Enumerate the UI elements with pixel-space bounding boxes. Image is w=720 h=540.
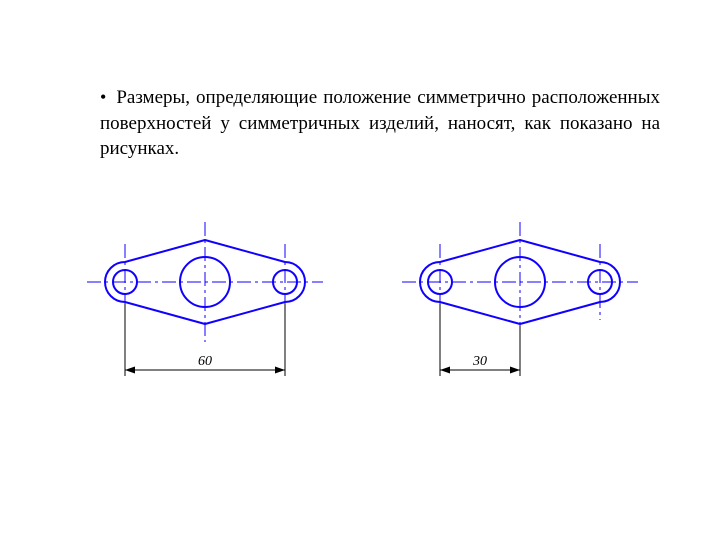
technical-drawing: 60 30 — [40, 220, 680, 420]
description-paragraph: • Размеры, определяющие положение симмет… — [100, 85, 660, 162]
bullet-point: • — [100, 85, 106, 109]
diagram-area: 60 30 — [40, 220, 680, 420]
paragraph-text: Размеры, определяющие положение симметри… — [100, 87, 660, 159]
svg-text:30: 30 — [472, 354, 487, 369]
svg-text:60: 60 — [198, 354, 212, 369]
